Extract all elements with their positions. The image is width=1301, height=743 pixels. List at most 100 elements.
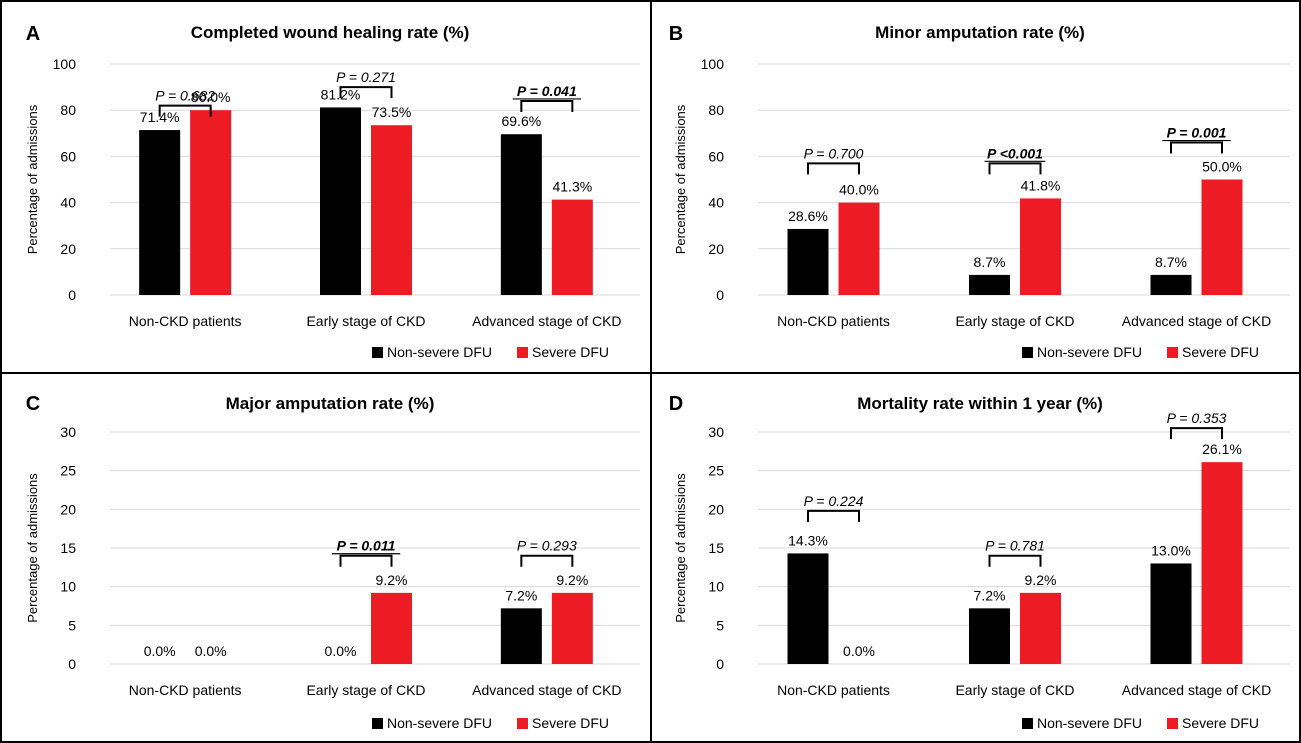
p-value-label: P = 0.011 [337,538,396,554]
legend-label-non-severe: Non-severe DFU [387,715,492,731]
data-label: 0.0% [843,643,875,659]
p-value-label: P = 0.682 [155,88,215,104]
p-value-label: P = 0.781 [985,538,1045,554]
bar-non-severe [787,553,829,664]
p-value-bracket [339,86,393,99]
bar-non-severe [969,608,1010,664]
y-tick-label: 20 [708,241,724,257]
p-value-bracket [520,554,574,567]
data-label: 13.0% [1151,542,1191,558]
p-value-bracket [807,509,860,522]
data-label: 0.0% [144,643,176,659]
data-label: 50.0% [1202,159,1242,175]
category-label: Non-CKD patients [129,682,242,698]
legend-label-severe: Severe DFU [1182,715,1259,731]
y-tick-label: 0 [716,656,724,672]
bar-non-severe [500,608,542,664]
y-tick-label: 5 [68,617,76,633]
category-label: Early stage of CKD [955,682,1074,698]
panel-letter: D [669,393,683,415]
panel-letter: A [26,23,40,45]
bar-severe [1020,592,1061,664]
category-label: Non-CKD patients [777,313,890,329]
y-tick-label: 5 [716,617,724,633]
p-value-label: P = 0.700 [804,145,864,161]
data-label: 7.2% [974,587,1006,603]
category-label: Advanced stage of CKD [472,313,621,329]
p-value-bracket [988,162,1042,175]
y-axis-label: Percentage of admissions [25,104,40,254]
legend-swatch-severe [1167,718,1178,729]
y-tick-label: 30 [708,424,724,440]
bar-non-severe [969,274,1010,295]
data-label: 41.3% [552,179,592,195]
y-tick-label: 100 [53,56,77,72]
y-tick-label: 40 [60,195,76,211]
legend-label-non-severe: Non-severe DFU [1037,715,1142,731]
y-tick-label: 0 [716,287,724,303]
y-tick-label: 80 [60,102,76,118]
data-label: 41.8% [1021,177,1061,193]
chart-title: Completed wound healing rate (%) [191,23,470,42]
data-label: 40.0% [839,182,879,198]
y-tick-label: 10 [708,579,724,595]
y-tick-label: 20 [60,501,76,517]
y-tick-label: 20 [708,501,724,517]
bar-non-severe [320,107,361,295]
p-value-label: P = 0.353 [1167,410,1227,426]
p-value-bracket [807,162,860,175]
p-value-label: P = 0.224 [804,493,864,509]
data-label: 9.2% [376,572,408,588]
chart-panel-d: D Mortality rate within 1 year (%) 0 5 10 15 2… [669,393,1290,731]
y-tick-label: 0 [68,287,76,303]
data-label: 0.0% [325,643,357,659]
chart-panel-b: B Minor amputation rate (%) 0 20 40 60 80 100 Pe… [669,23,1290,360]
bar-severe [551,199,593,295]
data-label: 80.0% [191,89,231,105]
chart-title: Major amputation rate (%) [226,394,435,413]
legend-swatch-non-severe [372,347,383,358]
legend-label-non-severe: Non-severe DFU [387,344,492,360]
p-value-bracket [1170,141,1223,154]
bar-severe [371,125,412,295]
bar-non-severe [1150,563,1192,664]
bar-severe [1201,462,1243,664]
legend-swatch-non-severe [372,718,383,729]
chart-title: Mortality rate within 1 year (%) [857,394,1103,413]
y-tick-label: 60 [708,148,724,164]
bar-non-severe [1150,274,1192,295]
legend-swatch-severe [1167,347,1178,358]
bar-severe [1020,198,1061,295]
legend-swatch-non-severe [1022,718,1033,729]
data-label: 69.6% [501,113,541,129]
y-tick-label: 80 [708,102,724,118]
chart-title: Minor amputation rate (%) [875,23,1085,42]
y-tick-label: 20 [60,241,76,257]
bar-severe [371,592,412,664]
y-tick-label: 25 [60,463,76,479]
legend-label-severe: Severe DFU [532,344,609,360]
panel-letter: B [669,23,683,45]
bar-severe [551,592,593,664]
y-tick-label: 0 [68,656,76,672]
legend-label-severe: Severe DFU [532,715,609,731]
y-tick-label: 40 [708,195,724,211]
legend-swatch-severe [517,347,528,358]
p-value-bracket [988,554,1042,567]
category-label: Non-CKD patients [129,313,242,329]
data-label: 9.2% [1025,572,1057,588]
p-value-label: P <0.001 [987,145,1043,161]
chart-panel-c: C Major amputation rate (%) 0 5 10 15 20 25 30 Pe… [25,393,640,731]
data-label: 71.4% [140,109,180,125]
y-tick-label: 25 [708,463,724,479]
data-label: 73.5% [372,104,412,120]
chart-panel-a: A Completed wound healing rate (%) 0 20 40 60… [25,23,640,360]
legend-swatch-severe [517,718,528,729]
category-label: Advanced stage of CKD [1122,682,1271,698]
data-label: 7.2% [505,587,537,603]
p-value-label: P = 0.271 [336,69,396,85]
data-label: 0.0% [195,643,227,659]
data-label: 14.3% [788,532,828,548]
